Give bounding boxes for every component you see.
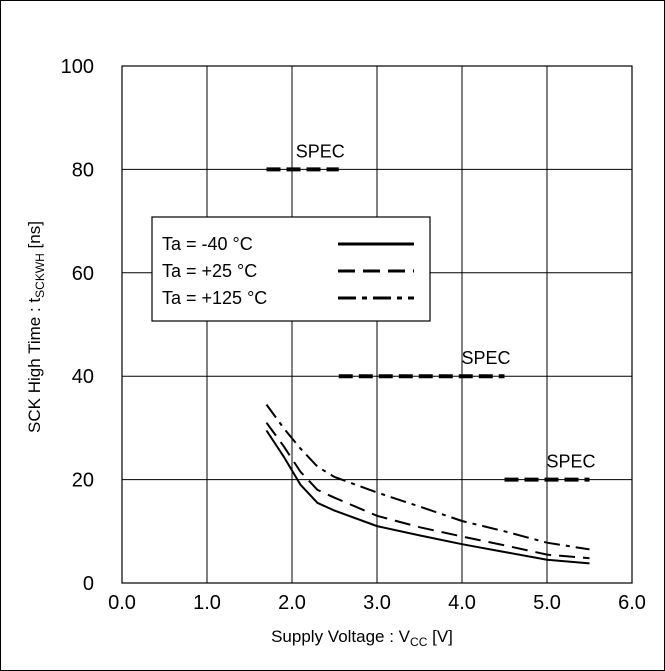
- x-tick-label: 6.0: [618, 592, 646, 614]
- x-tick-label: 4.0: [448, 592, 476, 614]
- y-axis-label: SCK High Time : tSCKWH [ns]: [25, 221, 47, 433]
- x-tick-label: 2.0: [278, 592, 306, 614]
- legend-entry-label: Ta = +125 °C: [162, 288, 267, 308]
- x-tick-label: 3.0: [363, 592, 391, 614]
- y-tick-label: 40: [72, 366, 94, 388]
- legend: Ta = -40 °C Ta = +25 °C Ta = +125 °C: [151, 216, 431, 322]
- series-line: [265, 429, 590, 565]
- plot-area-border: [121, 65, 633, 584]
- legend-entry-label: Ta = +25 °C: [162, 261, 257, 281]
- spec-label: SPEC: [546, 452, 595, 472]
- legend-box: [151, 216, 431, 322]
- y-tick-label: 20: [72, 470, 94, 492]
- spec-lines: SPEC SPEC SPEC: [266, 141, 596, 482]
- x-tick-label: 0.0: [108, 592, 136, 614]
- spec-label: SPEC: [296, 141, 345, 161]
- y-tick-label: 100: [61, 56, 94, 78]
- x-tick-label: 1.0: [193, 592, 221, 614]
- axes: 0.0 1.0 2.0 3.0 4.0 5.0 6.0 0 20 40 60 80 100: [61, 56, 646, 614]
- y-tick-label: 0: [83, 573, 94, 595]
- y-tick-label: 60: [72, 263, 94, 285]
- y-tick-label: 80: [72, 159, 94, 181]
- x-tick-label: 5.0: [533, 592, 561, 614]
- legend-entry-label: Ta = -40 °C: [162, 234, 253, 254]
- grid: [122, 66, 632, 583]
- series-line: [265, 422, 590, 560]
- series-line: [265, 404, 590, 551]
- x-axis-label: Supply Voltage : VCC [V]: [271, 627, 453, 649]
- spec-label: SPEC: [461, 348, 510, 368]
- data-series: [265, 404, 590, 565]
